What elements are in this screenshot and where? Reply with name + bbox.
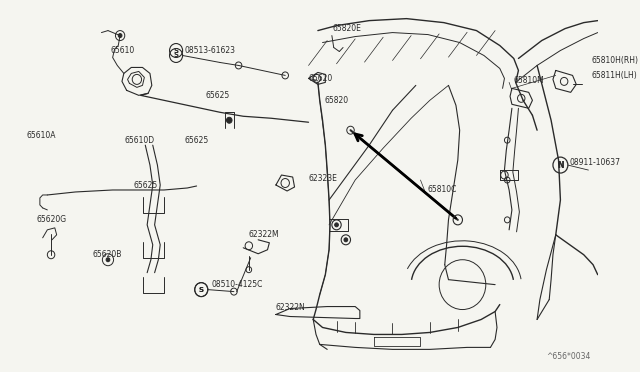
Text: 65810C: 65810C [428,186,458,195]
Text: 65610: 65610 [111,46,135,55]
Circle shape [335,223,339,227]
Text: S: S [173,48,179,54]
Circle shape [227,117,232,123]
Text: 65610D: 65610D [125,136,155,145]
Text: 62322N: 62322N [276,303,306,312]
Text: ^656*0034: ^656*0034 [546,352,590,361]
Text: 08911-10637: 08911-10637 [570,158,621,167]
Text: N: N [557,161,564,170]
Text: S: S [173,52,179,58]
Text: 65820E: 65820E [333,24,362,33]
Text: 65820: 65820 [324,96,349,105]
Text: 08510-4125C: 08510-4125C [212,280,263,289]
Circle shape [118,33,122,38]
Text: 65610A: 65610A [27,131,56,140]
Text: 65620: 65620 [308,74,333,83]
Circle shape [344,238,348,242]
Text: 65620G: 65620G [36,215,67,224]
Text: N: N [557,161,564,170]
Text: S: S [199,286,204,293]
Text: 62322M: 62322M [249,230,280,239]
Text: 65811H(LH): 65811H(LH) [591,71,637,80]
Text: 65625: 65625 [184,136,209,145]
Circle shape [106,258,110,262]
Text: S: S [199,286,204,293]
Text: 65625: 65625 [133,180,157,189]
Text: 65810H(RH): 65810H(RH) [591,56,638,65]
Text: 65620B: 65620B [92,250,122,259]
Text: 65625: 65625 [206,91,230,100]
Text: 08513-61623: 08513-61623 [184,46,236,55]
Text: 65810M: 65810M [514,76,545,85]
Text: 62323E: 62323E [308,173,337,183]
